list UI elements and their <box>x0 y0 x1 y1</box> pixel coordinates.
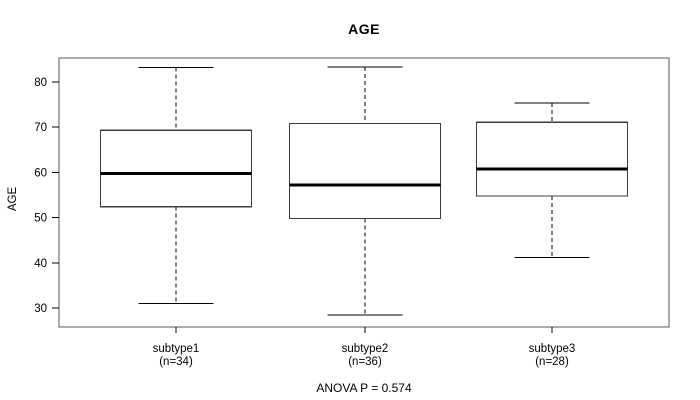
plot-frame <box>58 57 670 328</box>
x-category-label: subtype3 <box>529 343 576 355</box>
anova-footnote: ANOVA P = 0.574 <box>316 381 412 395</box>
x-category-sublabel: (n=36) <box>348 356 382 368</box>
x-category-label: subtype1 <box>153 343 200 355</box>
iqr-box-subtype1 <box>99 129 253 208</box>
chart-title: AGE <box>348 21 380 37</box>
x-category-label: subtype2 <box>342 343 389 355</box>
iqr-box-subtype3 <box>475 121 629 197</box>
x-category-sublabel: (n=34) <box>159 356 193 368</box>
x-category-sublabel: (n=28) <box>535 356 569 368</box>
y-tick-label: 80 <box>34 77 47 89</box>
iqr-box-subtype2 <box>288 122 442 220</box>
y-tick-label: 60 <box>34 167 47 179</box>
y-tick-label: 40 <box>34 258 47 270</box>
y-tick-label: 30 <box>34 303 47 315</box>
y-tick-label: 50 <box>34 213 47 225</box>
y-tick-label: 70 <box>34 122 47 134</box>
